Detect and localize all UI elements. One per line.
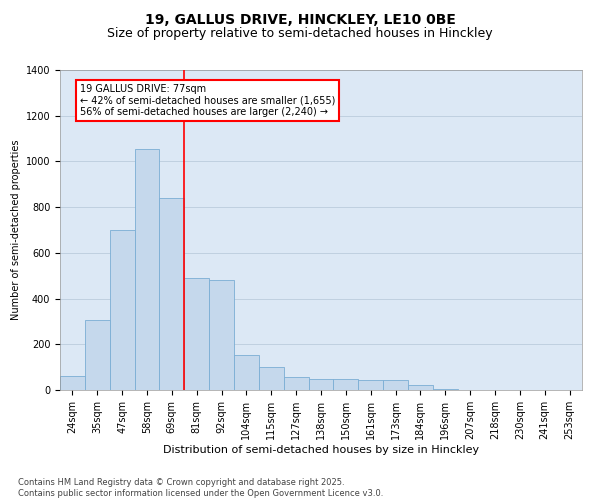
Bar	[433, 389, 458, 390]
Bar	[209, 280, 234, 390]
Bar	[60, 376, 85, 390]
Text: Size of property relative to semi-detached houses in Hinckley: Size of property relative to semi-detach…	[107, 28, 493, 40]
Text: Contains HM Land Registry data © Crown copyright and database right 2025.
Contai: Contains HM Land Registry data © Crown c…	[18, 478, 383, 498]
Text: 19, GALLUS DRIVE, HINCKLEY, LE10 0BE: 19, GALLUS DRIVE, HINCKLEY, LE10 0BE	[145, 12, 455, 26]
Y-axis label: Number of semi-detached properties: Number of semi-detached properties	[11, 140, 22, 320]
Bar	[134, 149, 160, 390]
Bar	[408, 386, 433, 390]
Bar	[234, 354, 259, 390]
Bar	[110, 230, 134, 390]
Bar	[184, 278, 209, 390]
Bar	[284, 378, 308, 390]
Bar	[259, 367, 284, 390]
X-axis label: Distribution of semi-detached houses by size in Hinckley: Distribution of semi-detached houses by …	[163, 444, 479, 454]
Bar	[85, 320, 110, 390]
Bar	[308, 378, 334, 390]
Bar	[383, 380, 408, 390]
Bar	[334, 378, 358, 390]
Bar	[160, 198, 184, 390]
Bar	[358, 380, 383, 390]
Text: 19 GALLUS DRIVE: 77sqm
← 42% of semi-detached houses are smaller (1,655)
56% of : 19 GALLUS DRIVE: 77sqm ← 42% of semi-det…	[80, 84, 335, 117]
